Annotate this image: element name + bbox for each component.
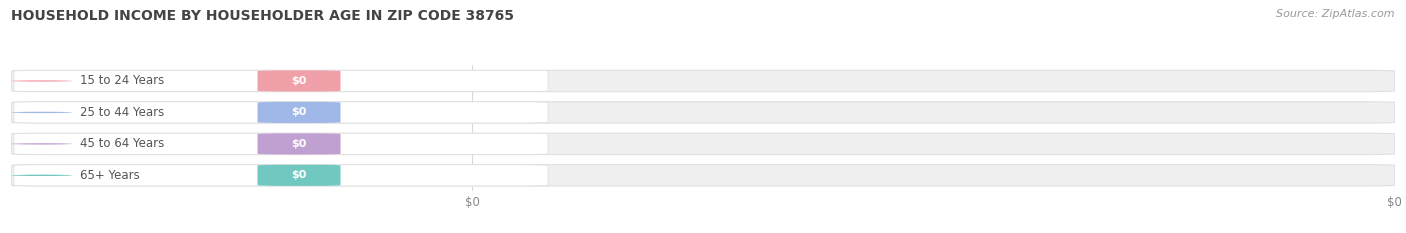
Circle shape [11,80,72,82]
FancyBboxPatch shape [257,133,340,154]
Text: 25 to 44 Years: 25 to 44 Years [80,106,165,119]
FancyBboxPatch shape [11,102,1395,123]
FancyBboxPatch shape [14,133,548,154]
Text: $0: $0 [291,107,307,117]
FancyBboxPatch shape [14,102,548,123]
FancyBboxPatch shape [257,165,340,186]
Circle shape [11,175,72,176]
Text: $0: $0 [291,76,307,86]
Text: 15 to 24 Years: 15 to 24 Years [80,75,165,87]
FancyBboxPatch shape [14,70,548,92]
Text: Source: ZipAtlas.com: Source: ZipAtlas.com [1277,9,1395,19]
Circle shape [11,143,72,144]
FancyBboxPatch shape [257,102,340,123]
FancyBboxPatch shape [11,165,1395,186]
FancyBboxPatch shape [14,165,548,186]
Text: 45 to 64 Years: 45 to 64 Years [80,137,165,150]
FancyBboxPatch shape [11,70,1395,92]
Text: HOUSEHOLD INCOME BY HOUSEHOLDER AGE IN ZIP CODE 38765: HOUSEHOLD INCOME BY HOUSEHOLDER AGE IN Z… [11,9,515,23]
Text: $0: $0 [291,139,307,149]
Text: 65+ Years: 65+ Years [80,169,141,182]
FancyBboxPatch shape [257,70,340,92]
FancyBboxPatch shape [11,133,1395,154]
Text: $0: $0 [291,170,307,180]
Circle shape [11,112,72,113]
